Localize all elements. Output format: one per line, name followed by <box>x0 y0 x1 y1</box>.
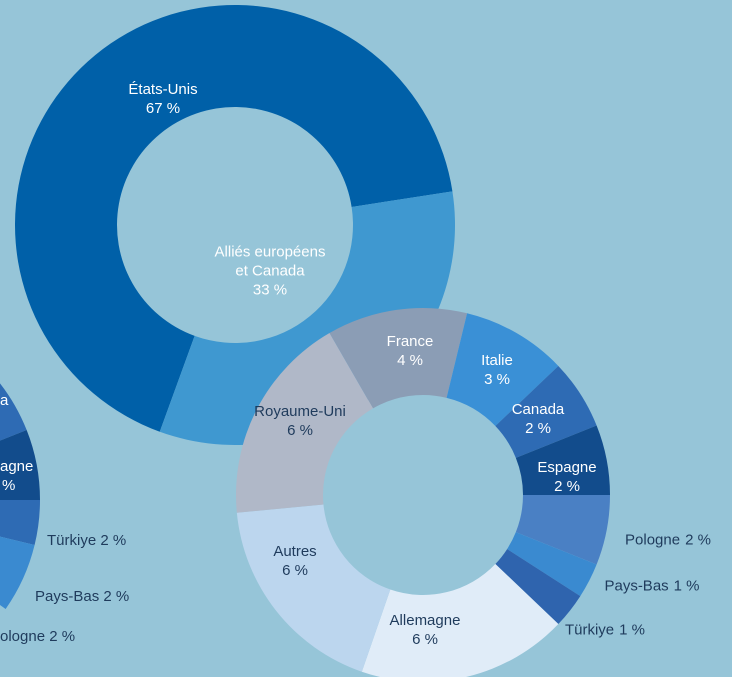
value-label: 6 % <box>287 422 313 439</box>
partial-label: Pays-Bas 2 % <box>35 588 130 605</box>
value-label: 3 % <box>484 371 510 388</box>
partial-segment <box>0 430 40 500</box>
value-label: 67 % <box>145 100 181 117</box>
donut-segment <box>495 549 581 625</box>
donut-segment <box>236 333 373 513</box>
value-label: 1 % <box>673 577 700 595</box>
partial-label: a <box>0 392 9 409</box>
partial-segment <box>0 536 35 609</box>
partial-label: % <box>2 477 16 494</box>
donut-segment <box>14 4 453 432</box>
donut-segment <box>361 564 559 677</box>
segment-label: États-Unis 67 % <box>128 80 197 118</box>
segment-label: Royaume-Uni 6 % <box>254 402 346 440</box>
partial-label: Türkiye 2 % <box>47 532 127 549</box>
segment-label: Espagne 2 % <box>537 458 596 496</box>
value-label: 6 % <box>282 562 308 579</box>
segment-label: Pays-Bas 1 % <box>604 577 699 596</box>
partial-label: ologne 2 % <box>0 628 76 645</box>
value-label: 2 % <box>685 531 711 549</box>
category-label: Italie <box>481 352 513 369</box>
value-label: 4 % <box>397 352 423 369</box>
partial-segment <box>0 383 27 441</box>
category-label: France <box>386 333 434 350</box>
segment-label: Italie 3 % <box>481 351 513 389</box>
category-label: Alliés européens et Canada <box>214 243 326 280</box>
segment-label: Alliés européens et Canada 33 % <box>215 243 326 300</box>
donut-segment <box>495 365 597 458</box>
category-label: Allemagne <box>389 612 461 629</box>
value-label: 2 % <box>525 420 551 437</box>
donut-segment <box>446 313 559 426</box>
value-label: 1 % <box>619 621 646 639</box>
segment-label: Türkiye 1 % <box>565 621 645 640</box>
category-label: Pays-Bas <box>604 577 669 595</box>
donut-segment <box>507 532 597 597</box>
category-label: Autres <box>273 543 317 560</box>
segment-label: Canada 2 % <box>512 400 565 438</box>
category-label: Canada <box>511 401 565 418</box>
category-label: États-Unis <box>128 81 198 98</box>
segment-label: Allemagne 6 % <box>390 611 461 649</box>
segment-label: Pologne 2 % <box>625 531 711 550</box>
category-label: Royaume-Uni <box>254 403 346 420</box>
partial-segment <box>0 500 40 545</box>
segment-label: France 4 % <box>387 332 434 370</box>
segment-label: Autres 6 % <box>273 542 316 580</box>
donut-segment <box>515 425 610 495</box>
partial-label: agne <box>0 458 34 475</box>
donut-segment <box>329 308 468 409</box>
category-label: Pologne <box>625 531 681 549</box>
category-label: Espagne <box>537 459 597 476</box>
donut-segment <box>515 495 610 565</box>
value-label: 6 % <box>412 631 438 648</box>
value-label: 33 % <box>252 281 288 299</box>
category-label: Türkiye <box>564 621 615 639</box>
value-label: 2 % <box>554 478 580 495</box>
donut-segment <box>236 504 391 672</box>
